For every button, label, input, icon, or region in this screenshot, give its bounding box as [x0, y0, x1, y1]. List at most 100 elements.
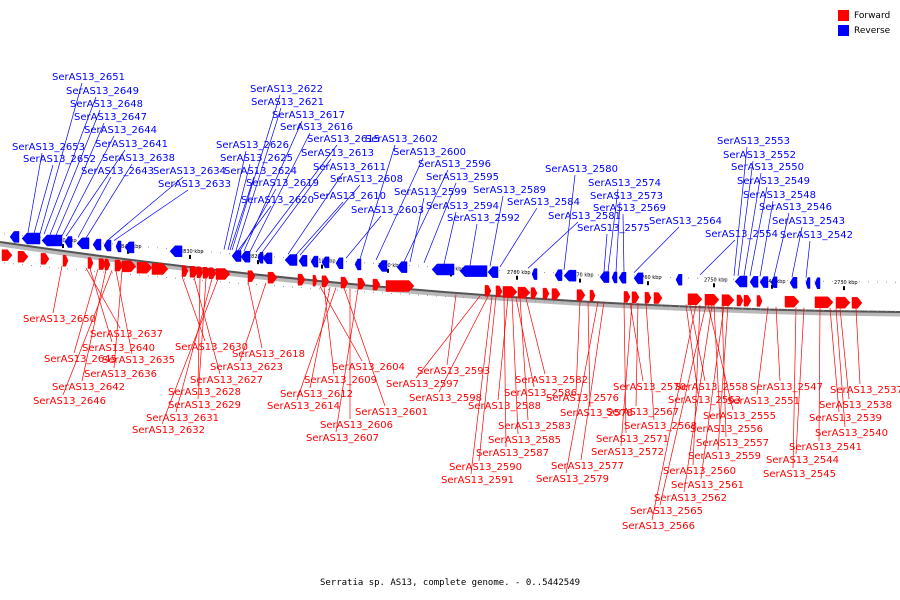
forward-gene-arrow[interactable] — [530, 287, 538, 299]
reverse-gene-arrow[interactable] — [124, 241, 135, 254]
reverse-gene-label[interactable]: SerAS13_2617 — [272, 110, 345, 121]
forward-gene-label[interactable]: SerAS13_2623 — [210, 362, 283, 373]
forward-gene-label[interactable]: SerAS13_2588 — [468, 401, 541, 412]
forward-gene-arrow[interactable] — [267, 271, 278, 284]
reverse-gene-arrow[interactable] — [459, 265, 488, 277]
forward-gene-label[interactable]: SerAS13_2556 — [690, 424, 763, 435]
forward-gene-arrow[interactable] — [215, 268, 231, 280]
forward-gene-label[interactable]: SerAS13_2630 — [175, 342, 248, 353]
forward-gene-arrow[interactable] — [312, 274, 318, 287]
forward-gene-arrow[interactable] — [151, 263, 169, 275]
reverse-gene-arrow[interactable] — [531, 268, 538, 280]
forward-gene-label[interactable]: SerAS13_2583 — [498, 421, 571, 432]
forward-gene-label[interactable]: SerAS13_2618 — [232, 349, 305, 360]
forward-gene-label[interactable]: SerAS13_2598 — [409, 393, 482, 404]
forward-gene-label[interactable]: SerAS13_2565 — [630, 506, 703, 517]
forward-gene-label[interactable]: SerAS13_2558 — [675, 382, 748, 393]
reverse-gene-label[interactable]: SerAS13_2615 — [307, 134, 380, 145]
reverse-gene-label[interactable]: SerAS13_2616 — [280, 122, 353, 133]
forward-gene-arrow[interactable] — [1, 249, 13, 261]
reverse-gene-label[interactable]: SerAS13_2648 — [70, 99, 143, 110]
forward-gene-label[interactable]: SerAS13_2646 — [33, 396, 106, 407]
forward-gene-arrow[interactable] — [98, 258, 107, 270]
reverse-gene-label[interactable]: SerAS13_2600 — [393, 147, 466, 158]
forward-gene-label[interactable]: SerAS13_2578 — [560, 408, 633, 419]
reverse-gene-arrow[interactable] — [789, 276, 798, 289]
reverse-gene-arrow[interactable] — [321, 256, 330, 269]
forward-gene-arrow[interactable] — [189, 265, 199, 278]
forward-gene-label[interactable]: SerAS13_2637 — [90, 329, 163, 340]
forward-gene-label[interactable]: SerAS13_2636 — [84, 369, 157, 380]
reverse-gene-label[interactable]: SerAS13_2603 — [351, 205, 424, 216]
forward-gene-arrow[interactable] — [114, 259, 124, 272]
forward-gene-label[interactable]: SerAS13_2606 — [320, 420, 393, 431]
forward-gene-arrow[interactable] — [340, 276, 349, 289]
forward-gene-label[interactable]: SerAS13_2551 — [727, 396, 800, 407]
reverse-gene-arrow[interactable] — [262, 252, 273, 265]
forward-gene-label[interactable]: SerAS13_2541 — [789, 442, 862, 453]
reverse-gene-label[interactable]: SerAS13_2548 — [743, 190, 816, 201]
reverse-gene-arrow[interactable] — [633, 272, 644, 285]
reverse-gene-arrow[interactable] — [284, 254, 298, 266]
reverse-gene-label[interactable]: SerAS13_2649 — [66, 86, 139, 97]
forward-gene-arrow[interactable] — [136, 261, 153, 274]
forward-gene-label[interactable]: SerAS13_2571 — [596, 434, 669, 445]
forward-gene-label[interactable]: SerAS13_2627 — [190, 375, 263, 386]
forward-gene-label[interactable]: SerAS13_2579 — [536, 474, 609, 485]
reverse-gene-label[interactable]: SerAS13_2651 — [52, 72, 125, 83]
reverse-gene-label[interactable]: SerAS13_2550 — [731, 162, 804, 173]
reverse-gene-label[interactable]: SerAS13_2647 — [74, 112, 147, 123]
reverse-gene-arrow[interactable] — [115, 240, 122, 253]
forward-gene-label[interactable]: SerAS13_2635 — [102, 355, 175, 366]
forward-gene-label[interactable]: SerAS13_2555 — [703, 411, 776, 422]
reverse-gene-label[interactable]: SerAS13_2611 — [313, 162, 386, 173]
forward-gene-arrow[interactable] — [40, 253, 50, 265]
forward-gene-arrow[interactable] — [743, 294, 752, 307]
reverse-gene-arrow[interactable] — [298, 255, 308, 267]
reverse-gene-arrow[interactable] — [257, 252, 264, 264]
reverse-gene-label[interactable]: SerAS13_2554 — [705, 229, 778, 240]
forward-gene-label[interactable]: SerAS13_2540 — [815, 428, 888, 439]
reverse-gene-arrow[interactable] — [814, 277, 821, 289]
reverse-gene-arrow[interactable] — [618, 272, 627, 284]
forward-gene-arrow[interactable] — [202, 266, 211, 279]
reverse-gene-label[interactable]: SerAS13_2634 — [153, 166, 226, 177]
reverse-gene-label[interactable]: SerAS13_2622 — [250, 84, 323, 95]
reverse-gene-label[interactable]: SerAS13_2621 — [251, 97, 324, 108]
reverse-gene-label[interactable]: SerAS13_2633 — [158, 179, 231, 190]
forward-gene-arrow[interactable] — [784, 295, 800, 308]
reverse-gene-label[interactable]: SerAS13_2602 — [365, 134, 438, 145]
forward-gene-arrow[interactable] — [589, 289, 596, 302]
forward-gene-label[interactable]: SerAS13_2538 — [819, 400, 892, 411]
reverse-gene-arrow[interactable] — [675, 273, 683, 286]
reverse-gene-label[interactable]: SerAS13_2542 — [780, 230, 853, 241]
forward-gene-arrow[interactable] — [623, 291, 631, 303]
forward-gene-label[interactable]: SerAS13_2545 — [763, 469, 836, 480]
reverse-gene-arrow[interactable] — [487, 266, 499, 278]
forward-gene-arrow[interactable] — [687, 293, 703, 305]
forward-gene-label[interactable]: SerAS13_2585 — [488, 435, 561, 446]
reverse-gene-label[interactable]: SerAS13_2613 — [301, 148, 374, 159]
reverse-gene-label[interactable]: SerAS13_2644 — [84, 125, 157, 136]
reverse-gene-label[interactable]: SerAS13_2610 — [313, 191, 386, 202]
forward-gene-arrow[interactable] — [502, 286, 518, 298]
forward-gene-arrow[interactable] — [644, 291, 652, 304]
forward-gene-label[interactable]: SerAS13_2590 — [449, 462, 522, 473]
forward-gene-label[interactable]: SerAS13_2566 — [622, 521, 695, 532]
forward-gene-label[interactable]: SerAS13_2570 — [613, 382, 686, 393]
reverse-gene-label[interactable]: SerAS13_2619 — [246, 178, 319, 189]
reverse-gene-arrow[interactable] — [240, 250, 251, 263]
reverse-gene-label[interactable]: SerAS13_2574 — [588, 178, 661, 189]
forward-gene-arrow[interactable] — [484, 285, 492, 297]
reverse-gene-arrow[interactable] — [734, 275, 748, 288]
reverse-gene-label[interactable]: SerAS13_2624 — [224, 166, 297, 177]
forward-gene-label[interactable]: SerAS13_2640 — [82, 343, 155, 354]
forward-gene-arrow[interactable] — [721, 294, 735, 306]
reverse-gene-label[interactable]: SerAS13_2580 — [545, 164, 618, 175]
reverse-gene-label[interactable]: SerAS13_2543 — [772, 216, 845, 227]
reverse-gene-label[interactable]: SerAS13_2653 — [12, 142, 85, 153]
reverse-gene-label[interactable]: SerAS13_2584 — [507, 197, 580, 208]
forward-gene-label[interactable]: SerAS13_2544 — [766, 455, 839, 466]
forward-gene-label[interactable]: SerAS13_2576 — [546, 393, 619, 404]
forward-gene-label[interactable]: SerAS13_2645 — [44, 354, 117, 365]
